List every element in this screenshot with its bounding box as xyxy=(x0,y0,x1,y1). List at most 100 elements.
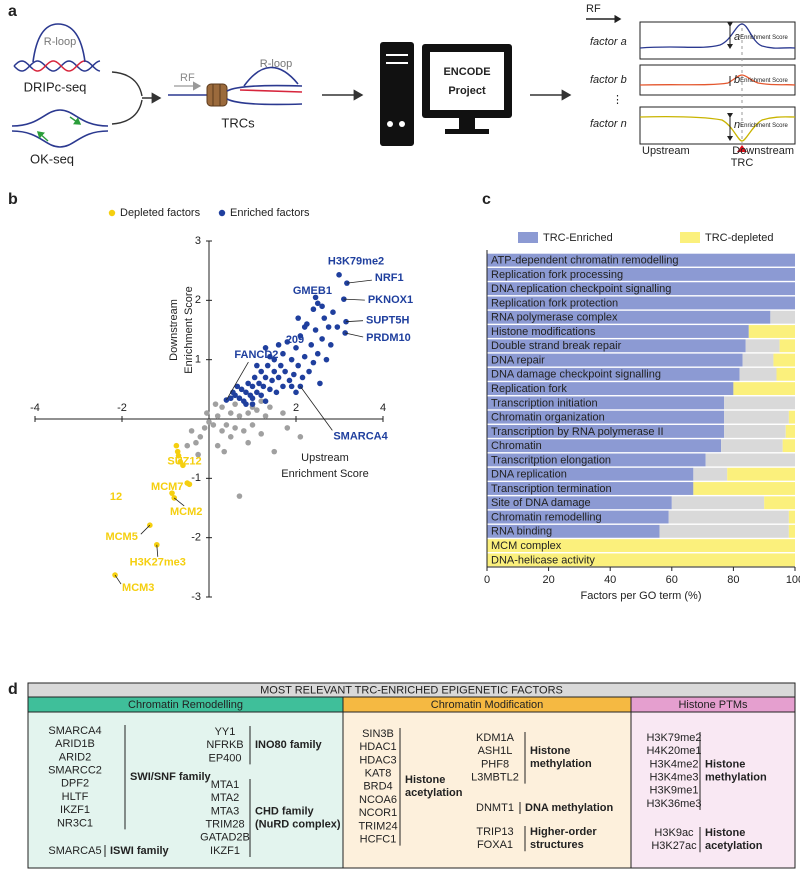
point xyxy=(197,434,204,440)
point xyxy=(180,462,186,469)
point xyxy=(310,306,317,313)
point xyxy=(280,350,286,357)
point xyxy=(214,442,221,449)
point xyxy=(273,389,280,396)
group-label: DNA methylation xyxy=(525,802,613,814)
group-label: Histone xyxy=(530,745,570,757)
legend-label: TRC-depleted xyxy=(705,232,773,244)
leader-line xyxy=(173,497,185,507)
x-tick-label: -2 xyxy=(117,402,127,414)
point-label: GMEB1 xyxy=(293,285,332,297)
y-tick-label: -2 xyxy=(191,532,201,544)
bar-segment xyxy=(770,310,795,324)
bar-segment xyxy=(668,510,789,524)
y-tick-label: 3 xyxy=(195,235,201,247)
point-label: PRDM10 xyxy=(366,332,411,344)
category-label: Replication fork protection xyxy=(491,297,618,309)
factor-item: H3K36me3 xyxy=(646,798,701,810)
factor-item: H3K9me1 xyxy=(650,785,699,797)
point xyxy=(223,422,230,428)
point xyxy=(319,336,325,342)
point xyxy=(236,395,243,402)
point xyxy=(174,448,181,455)
category-label: Double strand break repair xyxy=(491,340,622,352)
point xyxy=(308,342,315,348)
point xyxy=(301,353,308,360)
point xyxy=(210,422,217,428)
axis-label: Downstream xyxy=(732,145,794,157)
dna-helix xyxy=(13,60,101,72)
y-axis-label: Enrichment Score xyxy=(183,286,195,373)
factor-item: H3K27ac xyxy=(651,840,697,852)
x-tick-label: 80 xyxy=(727,574,739,586)
r-loop-label: R-loop xyxy=(44,36,76,48)
annotation: 209 xyxy=(286,334,304,346)
bar-segment xyxy=(724,410,789,424)
group-label: acetylation xyxy=(405,787,463,799)
point-label: FANCD2 xyxy=(234,349,278,361)
bar-segment xyxy=(487,553,795,567)
factor-item: PHF8 xyxy=(481,758,509,770)
y-tick-label: -1 xyxy=(191,472,201,484)
r-loop-label: R-loop xyxy=(260,58,292,70)
category-label: DNA replication xyxy=(491,469,567,481)
rna-strand xyxy=(239,89,303,93)
point xyxy=(321,315,328,321)
column-header: Histone PTMs xyxy=(678,699,748,711)
factor-item: YY1 xyxy=(215,726,236,738)
okazaki-arrow xyxy=(69,116,82,125)
point-label: H3K79me2 xyxy=(328,256,384,268)
x-axis-label: Upstream xyxy=(301,452,349,464)
group-label: (NuRD complex) xyxy=(255,818,341,830)
bar-segment xyxy=(788,524,795,538)
factor-item: H3K9ac xyxy=(654,827,694,839)
category-label: Site of DNA damage xyxy=(491,497,591,509)
point xyxy=(245,439,251,446)
computer-tower xyxy=(380,42,414,146)
point xyxy=(284,339,291,345)
point xyxy=(312,327,319,333)
point xyxy=(223,397,230,403)
group-label: Higher-order xyxy=(530,826,597,838)
factor-item: SMARCC2 xyxy=(48,765,102,777)
point xyxy=(258,431,265,437)
category-label: DNA damage checkpoint signalling xyxy=(491,369,661,381)
ellipsis: ⋮ xyxy=(612,94,623,106)
method-label: DRIPc-seq xyxy=(24,79,87,94)
bar-segment xyxy=(764,496,795,510)
point xyxy=(262,398,269,405)
bar-segment xyxy=(727,467,795,481)
factor-item: MTA1 xyxy=(211,779,240,791)
group-label: Histone xyxy=(705,758,745,770)
bar-segment xyxy=(487,296,795,310)
column-header: Chromatin Remodelling xyxy=(128,699,243,711)
point xyxy=(227,434,234,440)
point xyxy=(249,401,256,407)
point xyxy=(312,294,319,301)
point xyxy=(280,410,286,416)
annotation: 12 xyxy=(110,491,122,503)
point xyxy=(262,413,269,419)
factor-label: factor n xyxy=(590,118,627,130)
x-tick-label: 100 xyxy=(786,574,800,586)
trc-label: TRC xyxy=(731,157,754,169)
legend-marker xyxy=(108,209,116,217)
point xyxy=(282,368,288,375)
point xyxy=(249,395,256,402)
leader-line xyxy=(140,524,151,535)
bar-segment xyxy=(779,339,795,353)
point xyxy=(212,401,219,407)
fork-strand xyxy=(11,130,109,148)
factor-item: ARID1B xyxy=(55,738,95,750)
point xyxy=(236,413,243,419)
factor-item: SMARCA4 xyxy=(48,725,101,737)
point xyxy=(254,407,260,413)
score-label: nEnrichment Score xyxy=(734,119,788,131)
category-label: Transcription termination xyxy=(491,483,612,495)
y-tick-label: -3 xyxy=(191,591,201,603)
panel-label: a xyxy=(8,3,17,20)
panel-label: d xyxy=(8,681,18,698)
point xyxy=(173,442,180,449)
factor-label: factor a xyxy=(590,36,627,48)
bar-segment xyxy=(487,410,725,424)
